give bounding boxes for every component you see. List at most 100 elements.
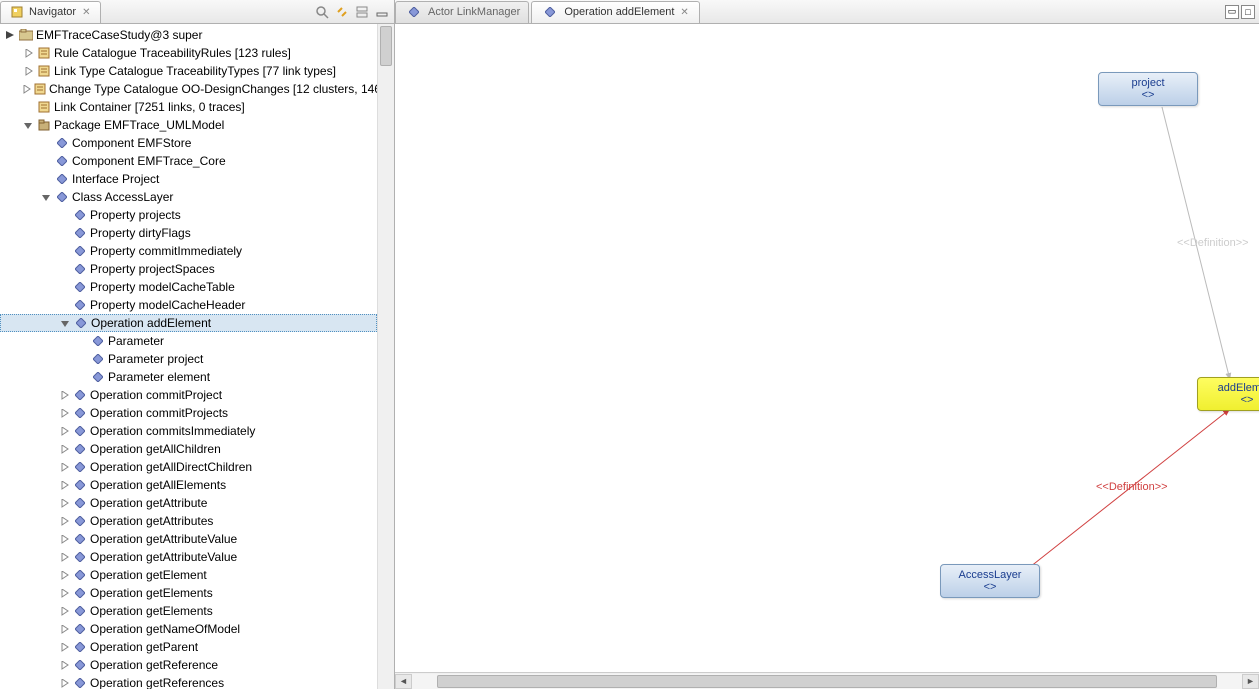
tree-item[interactable]: Operation getAllChildren	[0, 440, 377, 458]
expander-icon[interactable]	[58, 479, 70, 491]
minimize-button[interactable]: ▭	[1225, 5, 1239, 19]
tree-item[interactable]: Operation getAttributeValue	[0, 548, 377, 566]
tree-item[interactable]: Component EMFStore	[0, 134, 377, 152]
navigator-panel: Navigator ✕ EMFTraceCaseStudy@3 superRul…	[0, 0, 395, 689]
expander-icon[interactable]	[22, 119, 34, 131]
tree-item[interactable]: Operation commitsImmediately	[0, 422, 377, 440]
tree-item[interactable]: Link Type Catalogue TraceabilityTypes [7…	[0, 62, 377, 80]
navigator-tab[interactable]: Navigator ✕	[0, 1, 101, 23]
expander-icon[interactable]	[4, 29, 16, 41]
tree-item[interactable]: Operation commitProject	[0, 386, 377, 404]
expander-icon[interactable]	[58, 461, 70, 473]
expander-icon[interactable]	[58, 605, 70, 617]
expander-icon[interactable]	[58, 227, 70, 239]
tree-item[interactable]: Class AccessLayer	[0, 188, 377, 206]
collapse-icon[interactable]	[354, 4, 370, 20]
tree-item-label: Link Container [7251 links, 0 traces]	[54, 100, 245, 114]
editor-tab-bar: Actor LinkManagerOperation addElement✕ ▭…	[395, 0, 1259, 24]
tree-item[interactable]: Change Type Catalogue OO-DesignChanges […	[0, 80, 377, 98]
horizontal-scrollbar[interactable]: ◄ ►	[395, 672, 1259, 689]
expander-icon[interactable]	[22, 65, 34, 77]
editor-tab[interactable]: Actor LinkManager	[395, 1, 529, 23]
tree-item[interactable]: Property projects	[0, 206, 377, 224]
tree-item[interactable]: Property modelCacheTable	[0, 278, 377, 296]
scroll-thumb[interactable]	[437, 675, 1217, 688]
tree-item[interactable]: Property projectSpaces	[0, 260, 377, 278]
expander-icon[interactable]	[58, 497, 70, 509]
tree-item[interactable]: Rule Catalogue TraceabilityRules [123 ru…	[0, 44, 377, 62]
expander-icon[interactable]	[58, 533, 70, 545]
expander-icon[interactable]	[22, 101, 34, 113]
expander-icon[interactable]	[40, 155, 52, 167]
expander-icon[interactable]	[40, 173, 52, 185]
scroll-track[interactable]	[412, 674, 1242, 689]
tree-scrollbar[interactable]	[377, 24, 394, 689]
expander-icon[interactable]	[76, 335, 88, 347]
scroll-right-button[interactable]: ►	[1242, 674, 1259, 689]
tree-item[interactable]: Package EMFTrace_UMLModel	[0, 116, 377, 134]
tree-root[interactable]: EMFTraceCaseStudy@3 super	[0, 26, 377, 44]
tree-item[interactable]: Parameter project	[0, 350, 377, 368]
expander-icon[interactable]	[58, 569, 70, 581]
minimize-icon[interactable]	[374, 4, 390, 20]
expander-icon[interactable]	[40, 137, 52, 149]
node-stereotype: <>	[953, 581, 1027, 593]
editor-tab[interactable]: Operation addElement✕	[531, 1, 699, 23]
expander-icon[interactable]	[58, 443, 70, 455]
tree-item[interactable]: Operation getElement	[0, 566, 377, 584]
tree-item[interactable]: Operation getReference	[0, 656, 377, 674]
expander-icon[interactable]	[58, 281, 70, 293]
expander-icon[interactable]	[58, 209, 70, 221]
close-icon[interactable]: ✕	[80, 7, 92, 18]
scroll-left-button[interactable]: ◄	[395, 674, 412, 689]
diagram-node-addElement[interactable]: addElement<>	[1197, 377, 1259, 411]
tree-item[interactable]: Operation getParent	[0, 638, 377, 656]
tree-item[interactable]: Operation getElements	[0, 602, 377, 620]
expander-icon[interactable]	[58, 263, 70, 275]
expander-icon[interactable]	[58, 299, 70, 311]
expander-icon[interactable]	[40, 191, 52, 203]
expander-icon[interactable]	[76, 371, 88, 383]
tree-item[interactable]: Component EMFTrace_Core	[0, 152, 377, 170]
expander-icon[interactable]	[59, 317, 71, 329]
tree-item[interactable]: Operation getAllDirectChildren	[0, 458, 377, 476]
tree-item[interactable]: Operation getAllElements	[0, 476, 377, 494]
diagram-node-project[interactable]: project<>	[1098, 72, 1198, 106]
maximize-button[interactable]: □	[1241, 5, 1255, 19]
expander-icon[interactable]	[58, 551, 70, 563]
tree-item[interactable]: Operation getNameOfModel	[0, 620, 377, 638]
expander-icon[interactable]	[58, 677, 70, 689]
tree-item[interactable]: Operation getAttributes	[0, 512, 377, 530]
tree-item[interactable]: Property modelCacheHeader	[0, 296, 377, 314]
expander-icon[interactable]	[58, 389, 70, 401]
tree-item[interactable]: Operation commitProjects	[0, 404, 377, 422]
tree-item[interactable]: Operation getReferences	[0, 674, 377, 689]
tree-container[interactable]: EMFTraceCaseStudy@3 superRule Catalogue …	[0, 24, 377, 689]
tree-item[interactable]: Interface Project	[0, 170, 377, 188]
expander-icon[interactable]	[58, 407, 70, 419]
tree-item[interactable]: Link Container [7251 links, 0 traces]	[0, 98, 377, 116]
tree-item[interactable]: Property commitImmediately	[0, 242, 377, 260]
expander-icon[interactable]	[76, 353, 88, 365]
tree-item[interactable]: Operation addElement	[0, 314, 377, 332]
tree-item[interactable]: Parameter	[0, 332, 377, 350]
expander-icon[interactable]	[58, 515, 70, 527]
link-icon[interactable]	[334, 4, 350, 20]
expander-icon[interactable]	[58, 587, 70, 599]
diagram-node-accessLayer[interactable]: AccessLayer<>	[940, 564, 1040, 598]
expander-icon[interactable]	[58, 659, 70, 671]
expander-icon[interactable]	[58, 623, 70, 635]
tree-item[interactable]: Operation getAttribute	[0, 494, 377, 512]
tree-item[interactable]: Parameter element	[0, 368, 377, 386]
expander-icon[interactable]	[22, 47, 34, 59]
tree-item[interactable]: Operation getElements	[0, 584, 377, 602]
tree-item[interactable]: Operation getAttributeValue	[0, 530, 377, 548]
expander-icon[interactable]	[58, 641, 70, 653]
search-icon[interactable]	[314, 4, 330, 20]
close-icon[interactable]: ✕	[678, 7, 690, 18]
expander-icon[interactable]	[58, 245, 70, 257]
expander-icon[interactable]	[22, 83, 31, 95]
expander-icon[interactable]	[58, 425, 70, 437]
diagram-canvas[interactable]: project<>element<>addElement<>addElement…	[395, 24, 1259, 672]
tree-item[interactable]: Property dirtyFlags	[0, 224, 377, 242]
